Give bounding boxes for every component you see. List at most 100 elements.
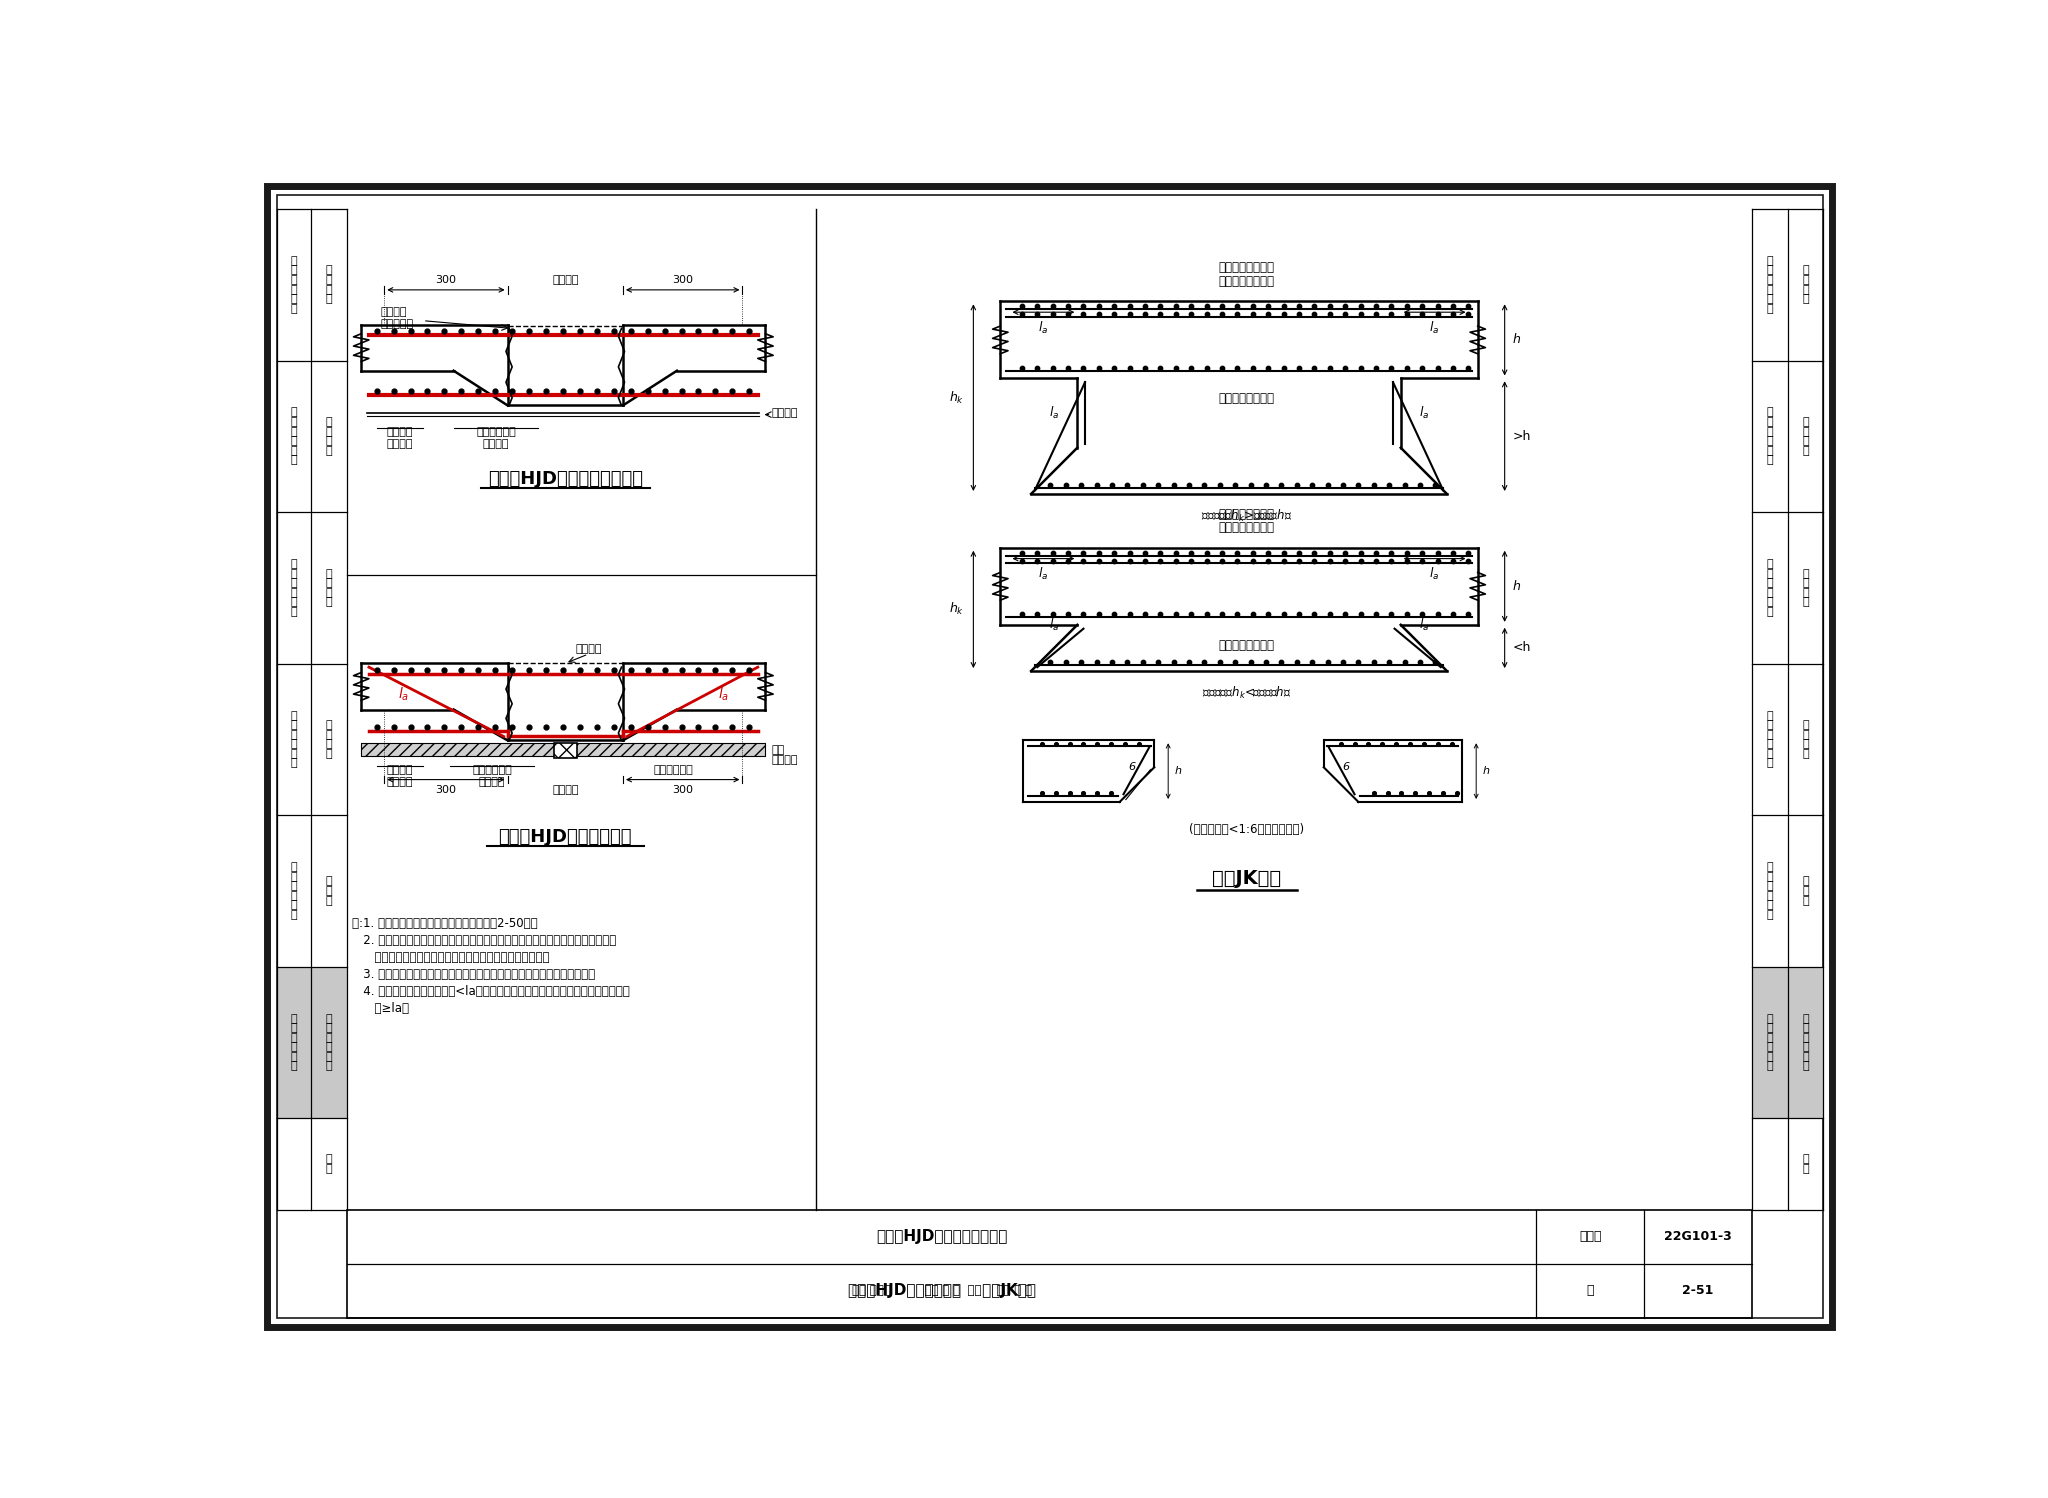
Text: （基坑深度$h_k$<基础板厚$h$）: （基坑深度$h_k$<基础板厚$h$） [1202, 685, 1292, 701]
Text: 图: 图 [291, 607, 297, 617]
Text: 础: 础 [1802, 446, 1808, 455]
Text: 后浇带HJD超前止水构造    基坑JK构造: 后浇带HJD超前止水构造 基坑JK构造 [848, 1284, 1036, 1299]
Text: h: h [1511, 334, 1520, 346]
Text: 准: 准 [1767, 416, 1774, 427]
Text: 图集号: 图集号 [1579, 1230, 1602, 1243]
Text: 立: 立 [1802, 427, 1808, 436]
Text: 桩: 桩 [1802, 876, 1808, 887]
Text: h: h [1511, 580, 1520, 593]
Text: 础: 础 [326, 1023, 332, 1034]
Text: 注:1. 后浇带留筋方式及宽度要求见本图集第2-50页。: 注:1. 后浇带留筋方式及宽度要求见本图集第2-50页。 [352, 917, 539, 930]
Text: 标: 标 [291, 1014, 297, 1023]
Text: 础: 础 [326, 896, 332, 905]
Text: 附: 附 [326, 1155, 332, 1164]
Text: 形: 形 [1802, 578, 1808, 589]
Text: 设计标注: 设计标注 [483, 439, 510, 449]
Text: 防水卷材: 防水卷材 [772, 755, 799, 765]
Text: 准: 准 [1767, 569, 1774, 578]
Text: $l_a$: $l_a$ [1419, 404, 1430, 421]
Text: <h: <h [1511, 641, 1530, 655]
Text: 图: 图 [1767, 607, 1774, 617]
Text: 形: 形 [326, 730, 332, 740]
Text: 详: 详 [1767, 294, 1774, 304]
Text: 构: 构 [1767, 276, 1774, 285]
Text: 4. 基坑中当钢筋直锚至对边<la时，可以伸至对边钢筋内侧顺势弯折，总锚固长度: 4. 基坑中当钢筋直锚至对边<la时，可以伸至对边钢筋内侧顺势弯折，总锚固长度 [352, 986, 629, 998]
Text: 构: 构 [326, 285, 332, 295]
Bar [348, 1210, 1751, 1318]
Text: 后浇带HJD下抗水压垫层构造: 后浇带HJD下抗水压垫层构造 [877, 1230, 1008, 1245]
Text: 条: 条 [326, 569, 332, 578]
Text: 附加分布钢筋: 附加分布钢筋 [473, 765, 512, 774]
Text: 一: 一 [326, 265, 332, 276]
Text: 详: 详 [1767, 598, 1774, 607]
Text: 止水带详: 止水带详 [381, 307, 408, 316]
Text: 构: 构 [291, 276, 297, 285]
Text: 基: 基 [326, 587, 332, 598]
Text: 页: 页 [1587, 1284, 1593, 1297]
Text: 构: 构 [291, 730, 297, 740]
Text: 造: 造 [326, 1062, 332, 1071]
Text: 般: 般 [326, 276, 332, 285]
Text: 止水嵌缝: 止水嵌缝 [575, 644, 602, 655]
Text: 准: 准 [1767, 721, 1774, 730]
Text: 附: 附 [1802, 1155, 1808, 1164]
Text: 独: 独 [326, 416, 332, 427]
Text: 基: 基 [1802, 436, 1808, 446]
Text: 准: 准 [291, 265, 297, 276]
Text: $l_a$: $l_a$ [397, 686, 410, 703]
Text: 300: 300 [436, 276, 457, 285]
Text: 后浇带HJD下抗水压垫层构造: 后浇带HJD下抗水压垫层构造 [487, 469, 643, 487]
Text: 造: 造 [1802, 294, 1808, 304]
Text: 图: 图 [291, 909, 297, 920]
Text: 300: 300 [672, 785, 692, 795]
Text: 2. 基坑同一层面两向正交钢筋的上下位置与基础底板对应相同。基础底板同一层: 2. 基坑同一层面两向正交钢筋的上下位置与基础底板对应相同。基础底板同一层 [352, 935, 616, 947]
Text: 设计标注: 设计标注 [387, 439, 414, 449]
Text: 图: 图 [1767, 455, 1774, 466]
Text: 桩: 桩 [326, 876, 332, 887]
Text: 筏: 筏 [326, 721, 332, 730]
Text: 构: 构 [1767, 427, 1774, 436]
Text: 构: 构 [1767, 578, 1774, 589]
Text: 形: 形 [326, 578, 332, 589]
Text: 造: 造 [1802, 1062, 1808, 1071]
Text: 基: 基 [1802, 1014, 1808, 1023]
Text: 造: 造 [291, 285, 297, 295]
Text: 同板顶部同向配筋: 同板顶部同向配筋 [1219, 521, 1274, 533]
Text: 标: 标 [291, 256, 297, 267]
Text: 造: 造 [1767, 436, 1774, 446]
Text: 构: 构 [1802, 285, 1808, 295]
Text: h: h [1483, 765, 1489, 776]
Text: 详: 详 [1767, 446, 1774, 455]
Text: 基: 基 [326, 436, 332, 446]
Text: 相: 相 [1802, 1032, 1808, 1043]
Text: 基: 基 [326, 1014, 332, 1023]
Bar [276, 966, 348, 1119]
Text: 300: 300 [672, 276, 692, 285]
Text: 详: 详 [291, 598, 297, 607]
Text: 础: 础 [326, 446, 332, 455]
Text: 立: 立 [326, 427, 332, 436]
Text: 造: 造 [1767, 587, 1774, 598]
Text: 造: 造 [291, 436, 297, 446]
Text: 图: 图 [291, 304, 297, 313]
Text: 录: 录 [326, 1164, 332, 1174]
Text: $l_a$: $l_a$ [1038, 566, 1049, 583]
Text: 图: 图 [1767, 909, 1774, 920]
Text: 应≥la。: 应≥la。 [352, 1002, 410, 1016]
Text: 图: 图 [1767, 304, 1774, 313]
Text: 构: 构 [1802, 1052, 1808, 1062]
Text: $l_a$: $l_a$ [1430, 321, 1440, 336]
Text: 基: 基 [326, 885, 332, 896]
Text: 构: 构 [1767, 881, 1774, 891]
Text: 设计标注: 设计标注 [479, 777, 506, 788]
Text: 关: 关 [326, 1043, 332, 1052]
Text: 形: 形 [1802, 730, 1808, 740]
Text: 造: 造 [291, 891, 297, 900]
Text: $h_k$: $h_k$ [948, 389, 965, 406]
Text: 同板底部同向配筋: 同板底部同向配筋 [1219, 392, 1274, 406]
Text: 见具体设计: 见具体设计 [381, 319, 414, 330]
Text: 础: 础 [326, 749, 332, 759]
Text: 造: 造 [1767, 285, 1774, 295]
Text: 垫层: 垫层 [772, 745, 784, 755]
Text: 准: 准 [291, 721, 297, 730]
